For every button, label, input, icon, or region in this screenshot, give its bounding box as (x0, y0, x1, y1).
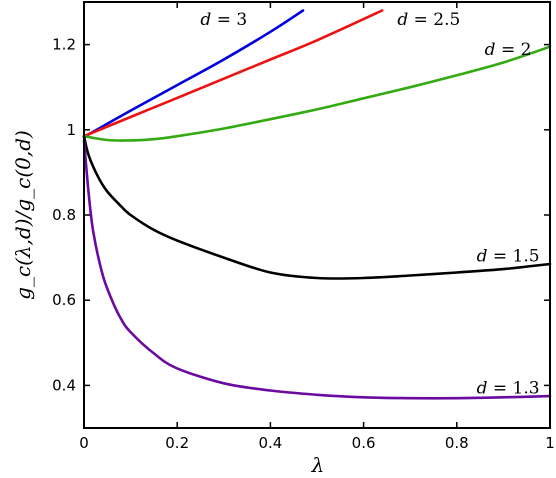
x-tick-label: 1 (545, 434, 555, 452)
series-layer (82, 9, 552, 400)
x-tick-label: 0 (79, 434, 89, 452)
plot-frame (83, 1, 551, 429)
series-line-d-1-5 (82, 134, 552, 280)
series-label-d-2-5: d = 2.5 (397, 10, 460, 30)
labels-layer: d = 3 d = 2.5 d = 2 d = 1.5 d = 1.3 (200, 10, 539, 398)
series-line-d-1-3 (82, 139, 552, 400)
ticks-layer: 0 0.2 0.4 0.6 0.8 1 0.4 0.6 0.8 1 1.2 (52, 2, 555, 452)
series-line-d-2-5 (82, 9, 384, 138)
y-tick-label: 0.8 (52, 206, 76, 224)
x-tick-label: 0.8 (445, 434, 469, 452)
series-label-d-2: d = 2 (485, 40, 532, 60)
series-line-d-3 (82, 9, 305, 139)
y-tick-label: 0.6 (52, 291, 76, 309)
y-tick-label: 0.4 (52, 376, 76, 394)
series-label-d-1-3: d = 1.3 (477, 379, 540, 399)
series-label-d-1-5: d = 1.5 (477, 246, 540, 266)
y-tick-label: 1.2 (52, 36, 76, 54)
series-line-d-2 (82, 45, 552, 142)
y-axis-label: g_c(λ,d)/g_c(0,d) (11, 130, 35, 300)
x-tick-label: 0.4 (258, 434, 282, 452)
x-tick-label: 0.2 (165, 434, 189, 452)
x-tick-label: 0.6 (352, 434, 376, 452)
series-label-d-3: d = 3 (200, 10, 247, 30)
x-axis-label: λ (311, 453, 325, 477)
y-tick-label: 1 (66, 121, 76, 139)
